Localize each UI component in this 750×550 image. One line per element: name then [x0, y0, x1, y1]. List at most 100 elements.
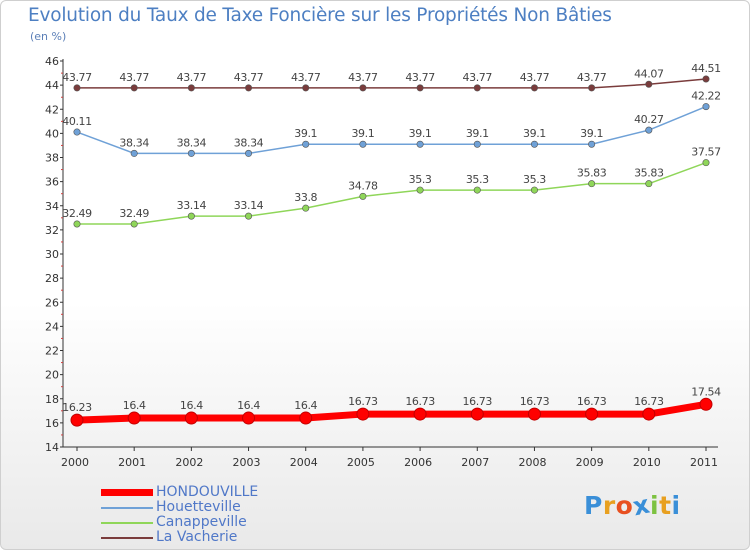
- data-label-hondouville: 16.23: [62, 401, 92, 414]
- data-label-la-vacherie: 43.77: [291, 71, 321, 84]
- data-label-houetteville: 40.27: [634, 113, 664, 126]
- data-label-canappeville: 34.78: [348, 179, 378, 192]
- x-tick-label: 2011: [690, 456, 718, 469]
- unit-label: (en %): [30, 30, 67, 43]
- data-point-hondouville: [356, 407, 370, 421]
- x-tick-label: 2009: [576, 456, 604, 469]
- legend-swatch-houetteville: [101, 507, 153, 509]
- data-point-hondouville: [527, 407, 541, 421]
- data-point-hondouville: [413, 407, 427, 421]
- data-label-hondouville: 16.73: [577, 395, 607, 408]
- data-point-hondouville: [299, 411, 313, 425]
- data-label-houetteville: 39.1: [580, 127, 603, 140]
- data-point-canappeville: [187, 212, 195, 220]
- data-point-hondouville: [127, 411, 141, 425]
- y-tick-label: 42: [45, 103, 59, 116]
- y-tick-label: 22: [45, 345, 59, 358]
- series-line-canappeville: [76, 161, 707, 225]
- y-tick-label: 38: [45, 152, 59, 165]
- data-point-houetteville: [187, 149, 195, 157]
- data-label-hondouville: 16.4: [294, 399, 317, 412]
- data-label-canappeville: 33.8: [294, 191, 317, 204]
- data-point-la-vacherie: [702, 75, 710, 83]
- y-tick-label: 40: [45, 127, 59, 140]
- data-point-canappeville: [416, 186, 424, 194]
- data-label-hondouville: 16.73: [348, 395, 378, 408]
- data-label-canappeville: 33.14: [177, 199, 207, 212]
- y-tick-label: 16: [45, 417, 59, 430]
- data-label-houetteville: 42.22: [691, 90, 721, 103]
- data-label-hondouville: 17.54: [691, 385, 721, 398]
- data-point-la-vacherie: [588, 84, 596, 92]
- data-point-hondouville: [699, 397, 713, 411]
- data-point-houetteville: [588, 140, 596, 148]
- y-tick-label: 46: [45, 55, 59, 68]
- data-label-houetteville: 40.11: [62, 115, 92, 128]
- data-point-houetteville: [473, 140, 481, 148]
- data-label-la-vacherie: 43.77: [463, 71, 493, 84]
- legend-label-canappeville: Canappeville: [156, 514, 247, 530]
- legend-label-hondouville: HONDOUVILLE: [156, 484, 259, 500]
- data-point-la-vacherie: [473, 84, 481, 92]
- data-point-la-vacherie: [359, 84, 367, 92]
- data-label-houetteville: 39.1: [294, 127, 317, 140]
- y-tick-label: 14: [45, 441, 59, 454]
- data-point-la-vacherie: [187, 84, 195, 92]
- y-tick-label: 18: [45, 393, 59, 406]
- data-label-canappeville: 37.57: [691, 146, 721, 159]
- data-point-hondouville: [70, 413, 84, 427]
- data-point-la-vacherie: [416, 84, 424, 92]
- data-point-canappeville: [73, 220, 81, 228]
- x-tick-label: 2008: [518, 456, 546, 469]
- x-tick-label: 2010: [633, 456, 661, 469]
- data-point-canappeville: [588, 180, 596, 188]
- data-label-houetteville: 39.1: [409, 127, 432, 140]
- x-tick-label: 2006: [404, 456, 432, 469]
- data-label-houetteville: 38.34: [119, 136, 149, 149]
- y-tick-label: 44: [45, 79, 59, 92]
- chart-title: Evolution du Taux de Taxe Foncière sur l…: [28, 5, 612, 26]
- data-label-la-vacherie: 43.77: [405, 71, 435, 84]
- data-point-hondouville: [470, 407, 484, 421]
- data-label-canappeville: 35.3: [523, 173, 546, 186]
- data-point-hondouville: [642, 407, 656, 421]
- y-tick-label: 20: [45, 369, 59, 382]
- data-labels-layer: 43.77 43.77 43.77 43.77 43.77 43.77 43.77 43.77…: [62, 62, 721, 414]
- data-point-hondouville: [184, 411, 198, 425]
- data-label-la-vacherie: 43.77: [119, 71, 149, 84]
- data-label-la-vacherie: 43.77: [348, 71, 378, 84]
- series-line-la-vacherie: [76, 78, 707, 89]
- legend-label-la-vacherie: La Vacherie: [156, 529, 238, 545]
- data-point-la-vacherie: [73, 84, 81, 92]
- data-label-canappeville: 35.3: [466, 173, 489, 186]
- data-label-hondouville: 16.4: [180, 399, 203, 412]
- data-point-canappeville: [245, 212, 253, 220]
- logo-letter: i: [671, 491, 681, 520]
- series-line-houetteville: [76, 105, 707, 155]
- data-label-houetteville: 38.34: [234, 136, 264, 149]
- y-tick-label: 34: [45, 200, 59, 213]
- data-label-la-vacherie: 43.77: [577, 71, 607, 84]
- y-tick-label: 30: [45, 248, 59, 261]
- x-tick-label: 2002: [175, 456, 203, 469]
- series-line-hondouville: [73, 400, 710, 424]
- data-label-canappeville: 32.49: [62, 207, 92, 220]
- data-point-houetteville: [645, 126, 653, 134]
- x-tick-label: 2005: [347, 456, 375, 469]
- logo-letter: r: [602, 491, 616, 520]
- data-label-la-vacherie: 43.77: [177, 71, 207, 84]
- data-label-la-vacherie: 43.77: [520, 71, 550, 84]
- logo-letter: i: [650, 491, 660, 520]
- data-label-canappeville: 32.49: [119, 207, 149, 220]
- data-label-hondouville: 16.73: [405, 395, 435, 408]
- data-point-canappeville: [359, 192, 367, 200]
- proxiti-logo: Proxiti: [584, 490, 681, 522]
- data-label-la-vacherie: 43.77: [234, 71, 264, 84]
- y-tick-label: 24: [45, 320, 59, 333]
- data-label-canappeville: 35.3: [409, 173, 432, 186]
- data-point-canappeville: [645, 180, 653, 188]
- x-tick-label: 2001: [118, 456, 146, 469]
- y-tick-label: 36: [45, 176, 59, 189]
- data-point-la-vacherie: [645, 80, 653, 88]
